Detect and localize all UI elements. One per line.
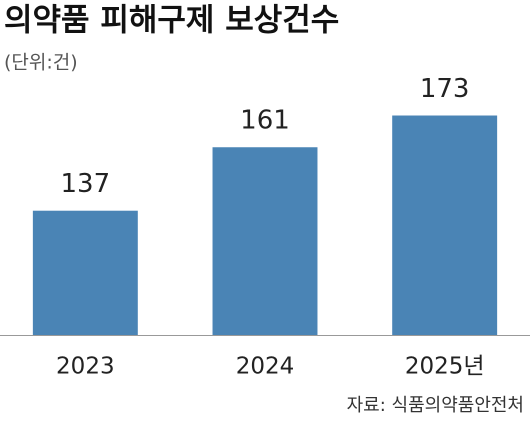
data-label: 173 bbox=[420, 74, 470, 104]
data-label: 161 bbox=[240, 106, 290, 136]
x-tick-label: 2025년 bbox=[405, 354, 485, 380]
bar bbox=[32, 210, 138, 335]
x-tick-label: 2023 bbox=[56, 354, 115, 380]
bar bbox=[212, 147, 318, 335]
data-label: 137 bbox=[61, 169, 111, 199]
x-tick-label: 2024 bbox=[236, 354, 295, 380]
chart-title: 의약품 피해구제 보상건수 bbox=[4, 3, 339, 39]
source: 자료: 식품의약품안전처 bbox=[347, 395, 524, 416]
chart-subtitle: (단위:건) bbox=[4, 52, 78, 74]
bar bbox=[392, 115, 498, 335]
